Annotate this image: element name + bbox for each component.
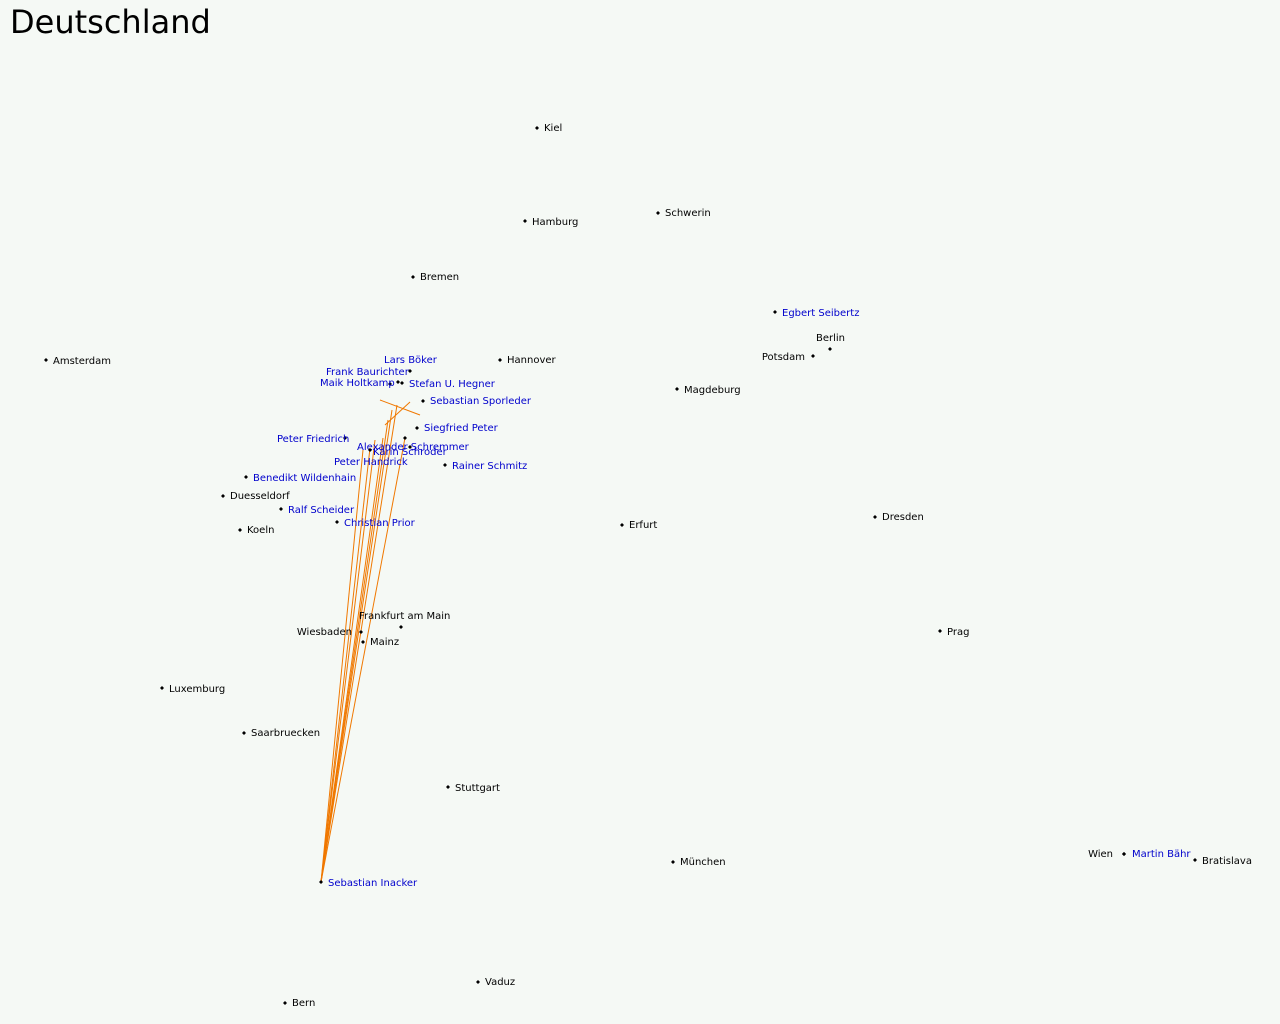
person-dot	[1122, 852, 1126, 856]
person-dot	[421, 399, 425, 403]
city-dot	[242, 731, 246, 735]
city-label: Luxemburg	[169, 684, 225, 695]
city-dot	[44, 358, 48, 362]
person-label: Christian Prior	[344, 518, 416, 529]
city-label: Saarbruecken	[251, 728, 320, 739]
city-label: Hamburg	[532, 217, 578, 228]
city-dot	[811, 354, 815, 358]
city-label: Stuttgart	[455, 783, 500, 794]
person-label: Stefan U. Hegner	[409, 379, 496, 390]
city-dot	[498, 358, 502, 362]
person-label: Siegfried Peter	[424, 423, 499, 434]
city-label: Erfurt	[629, 520, 657, 531]
city-dot	[535, 126, 539, 130]
city-label: Dresden	[882, 512, 924, 523]
city-dot	[1193, 858, 1197, 862]
person-dot	[400, 381, 404, 385]
person-dot	[408, 369, 412, 373]
city-label: Mainz	[370, 637, 399, 648]
map-title: Deutschland	[10, 3, 211, 41]
city-dot	[656, 211, 660, 215]
city-dot	[361, 640, 365, 644]
person-dot	[244, 475, 248, 479]
city-dot	[238, 528, 242, 532]
link	[320, 404, 398, 883]
city-label: Koeln	[247, 525, 274, 536]
city-label: Amsterdam	[53, 356, 111, 367]
city-label: Berlin	[816, 333, 845, 344]
person-dot	[319, 880, 323, 884]
link-group	[320, 399, 421, 883]
city-dot	[359, 630, 363, 634]
person-label: Rainer Schmitz	[452, 461, 527, 472]
person-label: Peter Handrick	[334, 457, 408, 468]
city-label: Prag	[947, 627, 969, 638]
person-label: Sebastian Sporleder	[430, 396, 532, 407]
city-label: Frankfurt am Main	[359, 611, 450, 622]
person-label: Lars Böker	[384, 355, 438, 366]
city-label: Vaduz	[485, 977, 515, 988]
city-dot	[160, 686, 164, 690]
city-label: Schwerin	[665, 208, 711, 219]
link	[320, 447, 371, 883]
city-dot	[399, 625, 403, 629]
person-dot	[408, 445, 412, 449]
person-label: Maik Holtkamp	[320, 378, 395, 389]
city-dot	[620, 523, 624, 527]
city-dot	[411, 275, 415, 279]
person-label: Karin Schroder	[373, 447, 448, 458]
city-dot	[873, 515, 877, 519]
person-label: Frank Baurichter	[326, 367, 410, 378]
person-dot	[443, 463, 447, 467]
city-dot	[523, 219, 527, 223]
person-dot	[335, 520, 339, 524]
person-dot	[415, 426, 419, 430]
city-dot	[828, 347, 832, 351]
person-label: Alexander Schremmer	[357, 442, 470, 453]
person-label: Sebastian Inacker	[328, 878, 418, 889]
city-dot	[671, 860, 675, 864]
person-dot	[773, 310, 777, 314]
person-dot	[279, 507, 283, 511]
person-dot	[403, 436, 407, 440]
city-dot	[476, 980, 480, 984]
city-label: München	[680, 857, 726, 868]
person-dot	[388, 382, 392, 386]
city-label: Bratislava	[1202, 856, 1252, 867]
city-dot	[283, 1001, 287, 1005]
person-label: Ralf Scheider	[288, 505, 355, 516]
city-label: Bern	[292, 998, 315, 1009]
person-label: Egbert Seibertz	[782, 308, 859, 319]
link	[379, 399, 421, 416]
city-dot	[675, 387, 679, 391]
city-label: Wiesbaden	[297, 627, 352, 638]
city-label: Wien	[1088, 849, 1113, 860]
person-label: Martin Bähr	[1132, 849, 1191, 860]
city-label: Bremen	[420, 272, 459, 283]
link	[384, 401, 411, 426]
person-dot	[368, 448, 372, 452]
person-dot	[396, 380, 400, 384]
city-label: Kiel	[544, 123, 562, 134]
person-dot	[343, 436, 347, 440]
person-label: Benedikt Wildenhain	[253, 473, 356, 484]
person-label: Peter Friedrich	[277, 434, 349, 445]
city-label: Duesseldorf	[230, 491, 290, 502]
city-label: Hannover	[507, 355, 557, 366]
city-dot	[221, 494, 225, 498]
link	[320, 437, 406, 883]
city-label: Potsdam	[762, 352, 805, 363]
link	[320, 409, 393, 883]
city-label: Magdeburg	[684, 385, 741, 396]
city-dot	[938, 629, 942, 633]
city-dot	[446, 785, 450, 789]
link	[320, 449, 364, 883]
link	[320, 439, 376, 883]
